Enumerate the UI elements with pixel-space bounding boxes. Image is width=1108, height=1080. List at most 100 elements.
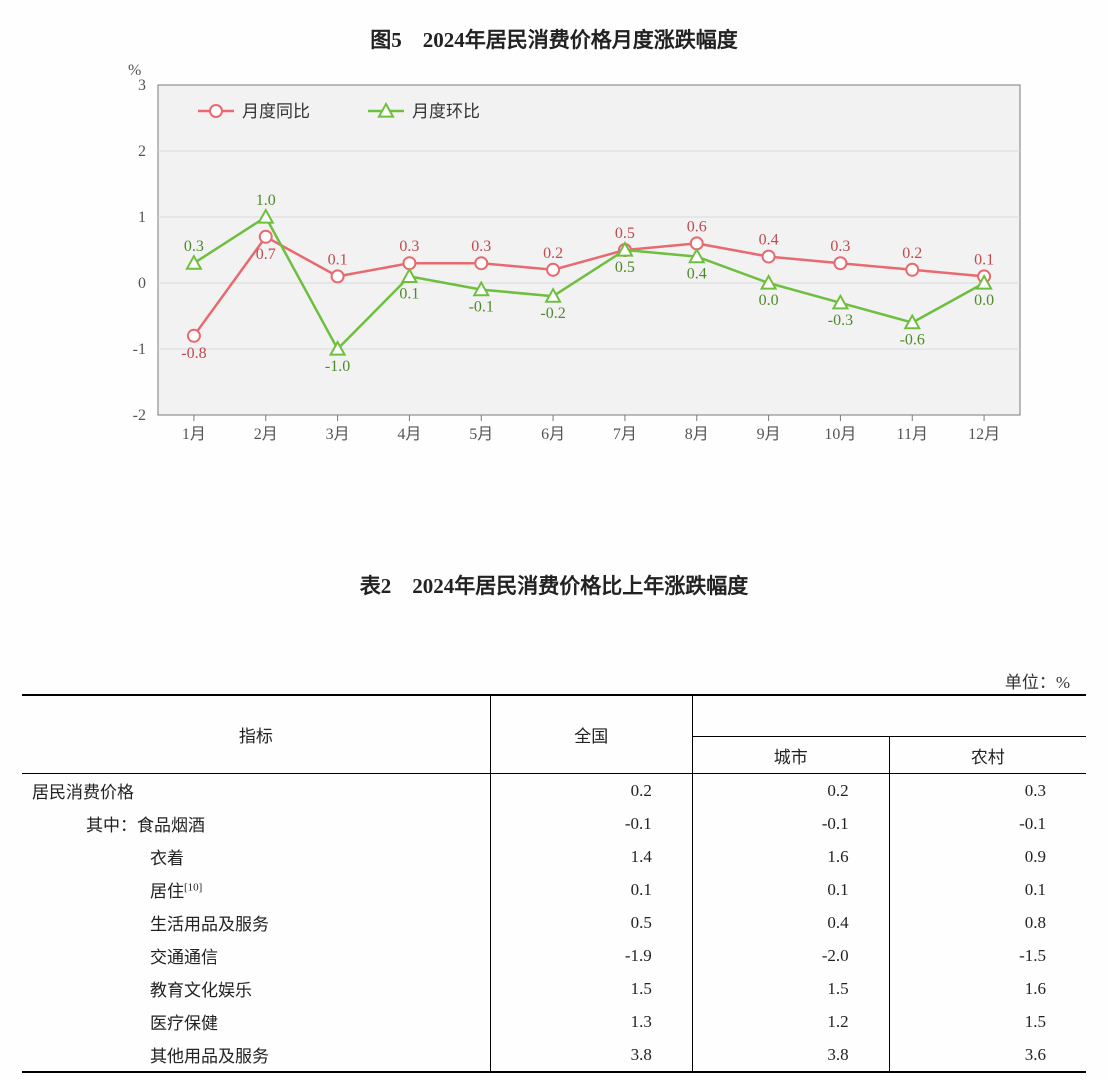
cell-value: 0.3 xyxy=(889,774,1086,808)
table-row: 居住[10]0.10.10.1 xyxy=(22,873,1086,906)
svg-text:0.2: 0.2 xyxy=(543,245,563,262)
cell-value: 1.5 xyxy=(692,972,889,1005)
svg-text:-1: -1 xyxy=(133,341,146,358)
svg-text:6月: 6月 xyxy=(541,426,565,443)
table-row: 衣着1.41.60.9 xyxy=(22,840,1086,873)
svg-text:8月: 8月 xyxy=(685,426,709,443)
svg-text:3: 3 xyxy=(138,77,146,94)
svg-text:%: % xyxy=(128,62,141,79)
row-label: 居住[10] xyxy=(22,873,490,906)
cpi-line-chart: -2 -1 0 1 2 3% 1月 2月 3月 4月 5月 6月 7月 8月 9月 10月 11月 12月 月度同比… xyxy=(118,55,1040,465)
cell-value: 1.6 xyxy=(692,840,889,873)
table-row: 医疗保健1.31.21.5 xyxy=(22,1005,1086,1038)
svg-text:0.3: 0.3 xyxy=(399,238,419,255)
cell-value: 0.1 xyxy=(889,873,1086,906)
row-label: 教育文化娱乐 xyxy=(22,972,490,1005)
svg-text:0.3: 0.3 xyxy=(184,238,204,255)
cell-value: -0.1 xyxy=(889,807,1086,840)
svg-text:-0.8: -0.8 xyxy=(181,345,206,362)
svg-text:10月: 10月 xyxy=(824,426,856,443)
table-row: 生活用品及服务0.50.40.8 xyxy=(22,906,1086,939)
svg-text:-1.0: -1.0 xyxy=(325,358,350,375)
cpi-table: 指标全国 城市农村居民消费价格0.20.20.3其中：食品烟酒-0.1-0.1-… xyxy=(22,694,1086,1073)
cell-value: 1.3 xyxy=(490,1005,692,1038)
cell-value: 0.2 xyxy=(490,774,692,808)
cell-value: 0.1 xyxy=(490,873,692,906)
svg-text:7月: 7月 xyxy=(613,426,637,443)
cell-value: 1.4 xyxy=(490,840,692,873)
svg-text:-0.6: -0.6 xyxy=(900,332,925,349)
table-unit: 单位：% xyxy=(1005,668,1070,693)
svg-text:1.0: 1.0 xyxy=(256,192,276,209)
col-header-urban: 城市 xyxy=(692,737,889,774)
cell-value: 1.5 xyxy=(889,1005,1086,1038)
cell-value: 0.4 xyxy=(692,906,889,939)
page-container: { "chart": { "title": "图5 2024年居民消费价格月度涨… xyxy=(0,0,1108,1080)
svg-text:0.2: 0.2 xyxy=(902,245,922,262)
cell-value: 0.2 xyxy=(692,774,889,808)
row-label: 生活用品及服务 xyxy=(22,906,490,939)
svg-text:0.3: 0.3 xyxy=(471,238,491,255)
svg-text:2月: 2月 xyxy=(254,426,278,443)
svg-text:2: 2 xyxy=(138,143,146,160)
cell-value: 3.6 xyxy=(889,1038,1086,1072)
svg-text:0.0: 0.0 xyxy=(759,292,779,309)
svg-text:5月: 5月 xyxy=(469,426,493,443)
cell-value: 1.5 xyxy=(490,972,692,1005)
row-label: 医疗保健 xyxy=(22,1005,490,1038)
svg-text:月度环比: 月度环比 xyxy=(412,102,480,121)
row-label: 其中：食品烟酒 xyxy=(22,807,490,840)
svg-text:0.5: 0.5 xyxy=(615,225,635,242)
table-row: 居民消费价格0.20.20.3 xyxy=(22,774,1086,808)
svg-text:0.5: 0.5 xyxy=(615,259,635,276)
svg-text:0.1: 0.1 xyxy=(328,251,348,268)
cell-value: 0.5 xyxy=(490,906,692,939)
col-header-rural: 农村 xyxy=(889,737,1086,774)
cell-value: 0.1 xyxy=(692,873,889,906)
svg-text:4月: 4月 xyxy=(397,426,421,443)
svg-text:1月: 1月 xyxy=(182,426,206,443)
svg-text:0.3: 0.3 xyxy=(830,238,850,255)
cell-value: -1.9 xyxy=(490,939,692,972)
chart-title: 图5 2024年居民消费价格月度涨跌幅度 xyxy=(0,24,1108,54)
svg-text:0.4: 0.4 xyxy=(687,266,707,283)
svg-text:0.6: 0.6 xyxy=(687,218,707,235)
svg-text:0.1: 0.1 xyxy=(974,251,994,268)
row-label: 居民消费价格 xyxy=(22,774,490,808)
svg-text:-0.3: -0.3 xyxy=(828,312,853,329)
cell-value: -1.5 xyxy=(889,939,1086,972)
svg-text:1: 1 xyxy=(138,209,146,226)
cell-value: 1.2 xyxy=(692,1005,889,1038)
col-header-indicator: 指标 xyxy=(22,695,490,774)
cell-value: -2.0 xyxy=(692,939,889,972)
table-row: 教育文化娱乐1.51.51.6 xyxy=(22,972,1086,1005)
svg-text:12月: 12月 xyxy=(968,426,1000,443)
table-row: 其中：食品烟酒-0.1-0.1-0.1 xyxy=(22,807,1086,840)
svg-text:0.4: 0.4 xyxy=(759,232,779,249)
table-title: 表2 2024年居民消费价格比上年涨跌幅度 xyxy=(0,570,1108,600)
cell-value: 0.9 xyxy=(889,840,1086,873)
cell-value: -0.1 xyxy=(692,807,889,840)
svg-text:0.7: 0.7 xyxy=(256,246,276,263)
svg-text:11月: 11月 xyxy=(897,426,928,443)
svg-text:0.0: 0.0 xyxy=(974,292,994,309)
svg-text:-2: -2 xyxy=(133,407,146,424)
row-label: 交通通信 xyxy=(22,939,490,972)
table-row: 其他用品及服务3.83.83.6 xyxy=(22,1038,1086,1072)
row-label: 其他用品及服务 xyxy=(22,1038,490,1072)
cell-value: 1.6 xyxy=(889,972,1086,1005)
row-label: 衣着 xyxy=(22,840,490,873)
svg-text:月度同比: 月度同比 xyxy=(242,102,310,121)
col-header-national: 全国 xyxy=(490,695,692,774)
svg-text:-0.2: -0.2 xyxy=(540,305,565,322)
cell-value: 3.8 xyxy=(692,1038,889,1072)
svg-text:-0.1: -0.1 xyxy=(469,299,494,316)
svg-text:0.1: 0.1 xyxy=(399,285,419,302)
table-row: 交通通信-1.9-2.0-1.5 xyxy=(22,939,1086,972)
cell-value: -0.1 xyxy=(490,807,692,840)
svg-text:0: 0 xyxy=(138,275,146,292)
svg-text:3月: 3月 xyxy=(326,426,350,443)
cell-value: 0.8 xyxy=(889,906,1086,939)
cell-value: 3.8 xyxy=(490,1038,692,1072)
svg-text:9月: 9月 xyxy=(757,426,781,443)
